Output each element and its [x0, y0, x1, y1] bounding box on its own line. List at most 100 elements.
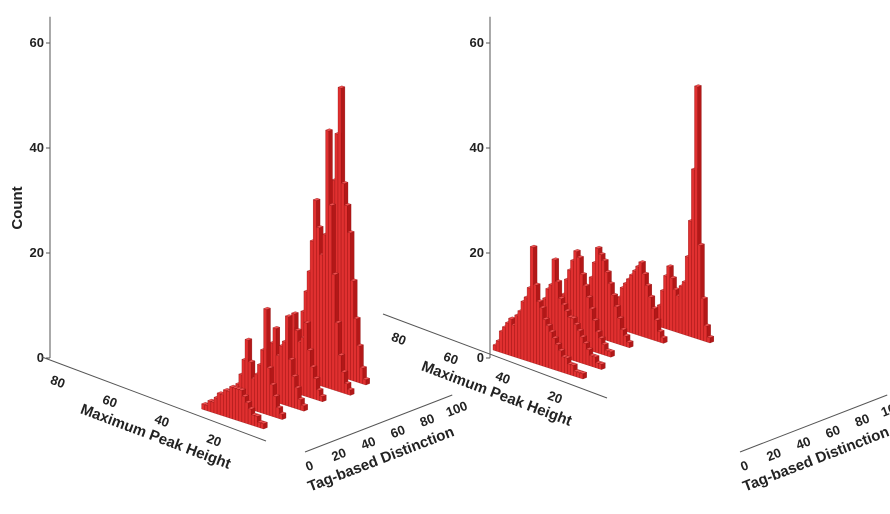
- bar-top-face: [353, 316, 361, 320]
- x-tick-label: 20: [205, 431, 224, 450]
- bar-front-face: [681, 281, 686, 336]
- bar-front-face: [561, 356, 565, 374]
- bar-front-face: [616, 317, 621, 346]
- bar-front-face: [508, 318, 512, 357]
- bar-front-face: [592, 319, 596, 353]
- y-tick-label: 0: [477, 350, 484, 365]
- bar-top-face: [532, 282, 541, 286]
- z-tick-label: 20: [764, 445, 783, 464]
- bar-top-face: [579, 272, 588, 275]
- y-axis-label: Count: [9, 186, 26, 229]
- bar-top-face: [312, 198, 321, 201]
- bar: [362, 377, 371, 386]
- bar-top-face: [356, 343, 364, 347]
- bar-top-face: [554, 342, 563, 345]
- bar: [607, 349, 616, 358]
- bar-front-face: [337, 354, 342, 393]
- bar-front-face: [325, 129, 329, 389]
- bar-top-face: [653, 317, 662, 321]
- bar-top-face: [697, 242, 705, 246]
- bar-front-face: [588, 354, 593, 367]
- bar-top-face: [545, 323, 554, 327]
- z-tick-label: 80: [853, 411, 872, 430]
- series-row-100: [650, 84, 715, 344]
- bar-top-face: [362, 377, 371, 380]
- bar-top-face: [703, 323, 712, 327]
- x-tick-label: 80: [48, 372, 67, 391]
- bar-top-face: [272, 326, 281, 329]
- bar-front-face: [533, 284, 537, 365]
- bar-front-face: [288, 358, 292, 408]
- bar: [260, 421, 268, 430]
- z-axis-line: [739, 394, 888, 453]
- bar-front-face: [641, 273, 646, 338]
- bar-front-face: [282, 340, 286, 406]
- z-tick-label: 80: [418, 411, 437, 430]
- bar-front-face: [216, 392, 221, 416]
- bar-top-face: [244, 337, 253, 341]
- bar-front-face: [573, 323, 577, 362]
- bar-top-face: [610, 292, 619, 296]
- bar-front-face: [316, 389, 320, 402]
- bar-front-face: [619, 328, 624, 347]
- bar-front-face: [638, 261, 642, 337]
- bar-front-face: [579, 336, 584, 364]
- bar-front-face: [331, 273, 336, 391]
- bar-top-face: [244, 400, 253, 404]
- bar-top-face: [573, 249, 581, 252]
- bar-top-face: [579, 334, 588, 338]
- bar-top-face: [241, 394, 250, 397]
- x-tick-label: 60: [441, 349, 460, 368]
- bar-top-face: [535, 299, 544, 303]
- bar-top-face: [297, 397, 306, 400]
- bar-top-face: [616, 315, 625, 319]
- bar-front-face: [567, 363, 571, 376]
- bar-top-face: [343, 203, 352, 206]
- bar-front-face: [570, 317, 574, 361]
- x-axis-line: [382, 313, 608, 399]
- bar-front-face: [536, 300, 540, 366]
- bar-top-face: [650, 306, 659, 310]
- bar-top-face: [579, 371, 588, 374]
- bar-top-face: [557, 296, 566, 300]
- bar-front-face: [545, 324, 549, 369]
- bar-front-face: [697, 244, 701, 341]
- z-axis-label: Tag-based Distinction: [305, 423, 456, 495]
- bar-front-face: [542, 318, 546, 368]
- z-axis-label: Tag-based Distinction: [740, 423, 890, 495]
- z-tick-label: 60: [388, 422, 407, 441]
- bar: [300, 403, 309, 412]
- bar-front-face: [263, 308, 267, 415]
- bar-top-face: [573, 322, 581, 326]
- bar-front-face: [523, 296, 528, 362]
- bar-front-face: [499, 330, 503, 354]
- bar: [625, 339, 634, 349]
- bar-top-face: [582, 340, 591, 344]
- bar-front-face: [247, 408, 252, 426]
- z-tick-label: 100: [444, 398, 470, 420]
- bar-front-face: [666, 265, 670, 331]
- bar-top-face: [594, 329, 603, 333]
- bar-top-face: [272, 393, 281, 397]
- y-tick-label: 20: [30, 245, 44, 260]
- bar: [659, 335, 668, 344]
- bar-top-face: [619, 327, 628, 331]
- bar-front-face: [644, 284, 649, 339]
- bar-top-face: [551, 257, 560, 261]
- bar: [706, 335, 715, 344]
- bar-front-face: [567, 316, 571, 360]
- bar-front-face: [241, 395, 246, 424]
- bar-front-face: [601, 343, 605, 356]
- bar-front-face: [650, 307, 655, 341]
- bar-top-face: [585, 347, 594, 351]
- bar-front-face: [238, 389, 243, 423]
- bar-top-face: [337, 353, 346, 356]
- bar-front-face: [244, 401, 249, 425]
- bar-top-face: [591, 354, 600, 358]
- bar-top-face: [247, 359, 256, 363]
- y-tick-label: 0: [37, 350, 44, 365]
- z-tick-label: 40: [359, 433, 378, 452]
- x-tick-label: 40: [153, 411, 172, 430]
- bar-front-face: [629, 274, 633, 334]
